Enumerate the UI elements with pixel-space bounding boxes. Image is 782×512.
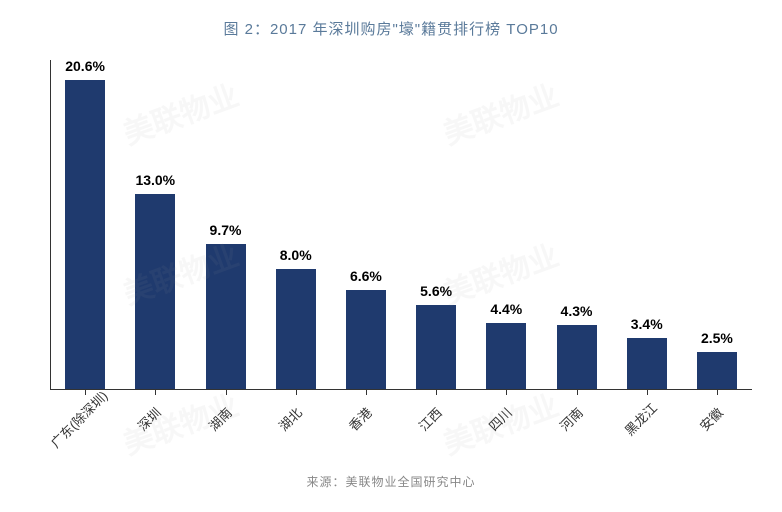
bar-slot: 5.6%: [401, 60, 471, 389]
x-label-slot: 黑龙江: [612, 394, 682, 431]
x-label-slot: 河南: [541, 394, 611, 431]
bar-value-label: 20.6%: [65, 58, 105, 74]
chart-title: 图 2：2017 年深圳购房"壕"籍贯排行榜 TOP10: [0, 0, 782, 39]
x-label-slot: 湖南: [190, 394, 260, 431]
bar-value-label: 9.7%: [210, 222, 242, 238]
bar: [206, 244, 246, 390]
bar-value-label: 8.0%: [280, 247, 312, 263]
bar-value-label: 4.4%: [490, 301, 522, 317]
x-label: 安徽: [695, 403, 727, 435]
x-label: 四川: [484, 403, 516, 435]
bar-slot: 13.0%: [120, 60, 190, 389]
bar: [135, 194, 175, 389]
x-label: 黑龙江: [620, 398, 661, 439]
chart-area: 20.6% 13.0% 9.7% 8.0% 6.6% 5.6% 4.4% 4.3% 3.4% 2.…: [50, 60, 752, 390]
x-label-slot: 广东(除深圳): [50, 394, 120, 431]
bar: [557, 325, 597, 390]
bar: [276, 269, 316, 389]
x-label: 香港: [344, 403, 376, 435]
bars-container: 20.6% 13.0% 9.7% 8.0% 6.6% 5.6% 4.4% 4.3% 3.4% 2.…: [50, 60, 752, 389]
bar-slot: 9.7%: [190, 60, 260, 389]
bar: [416, 305, 456, 389]
x-label: 河南: [554, 403, 586, 435]
x-label-slot: 安徽: [682, 394, 752, 431]
bar-slot: 4.3%: [541, 60, 611, 389]
bar: [486, 323, 526, 389]
bar-slot: 2.5%: [682, 60, 752, 389]
x-label-slot: 湖北: [261, 394, 331, 431]
bar-slot: 20.6%: [50, 60, 120, 389]
x-label: 湖南: [203, 403, 235, 435]
bar-slot: 4.4%: [471, 60, 541, 389]
x-label-slot: 四川: [471, 394, 541, 431]
bar-value-label: 13.0%: [135, 172, 175, 188]
bar: [65, 80, 105, 389]
bar-value-label: 2.5%: [701, 330, 733, 346]
x-label-slot: 香港: [331, 394, 401, 431]
x-label: 深圳: [133, 403, 165, 435]
x-label-slot: 江西: [401, 394, 471, 431]
x-label-slot: 深圳: [120, 394, 190, 431]
bar-slot: 6.6%: [331, 60, 401, 389]
bar-value-label: 6.6%: [350, 268, 382, 284]
x-labels-container: 广东(除深圳)深圳湖南湖北香港江西四川河南黑龙江安徽: [50, 394, 752, 431]
bar-slot: 8.0%: [261, 60, 331, 389]
x-label: 广东(除深圳): [46, 386, 112, 452]
x-label: 江西: [414, 403, 446, 435]
bar-value-label: 4.3%: [561, 303, 593, 319]
bar-value-label: 5.6%: [420, 283, 452, 299]
source-text: 来源：美联物业全国研究中心: [0, 473, 782, 490]
bar-value-label: 3.4%: [631, 316, 663, 332]
x-label: 湖北: [274, 403, 306, 435]
bar: [627, 338, 667, 389]
bar: [346, 290, 386, 389]
bar: [697, 352, 737, 390]
bar-slot: 3.4%: [612, 60, 682, 389]
